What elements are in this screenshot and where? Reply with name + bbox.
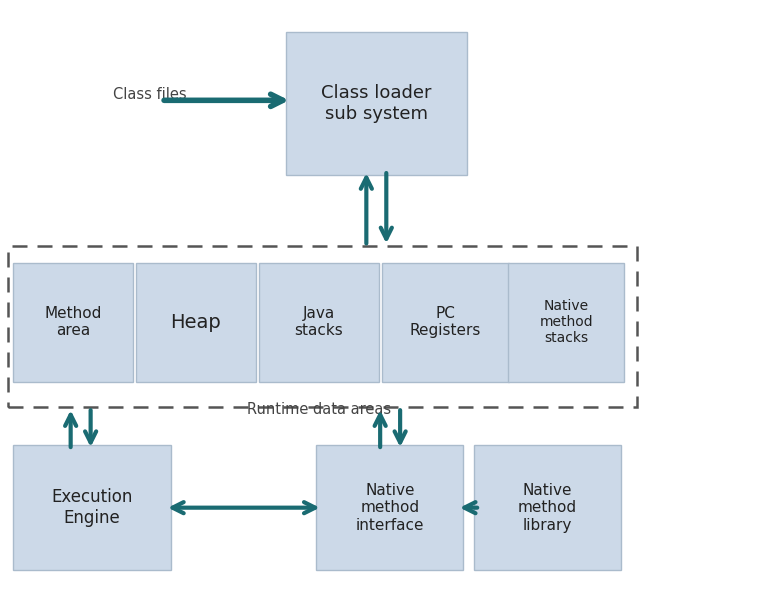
Text: Method
area: Method area <box>45 306 101 339</box>
FancyBboxPatch shape <box>474 445 621 570</box>
FancyBboxPatch shape <box>382 263 509 382</box>
FancyBboxPatch shape <box>13 445 171 570</box>
FancyBboxPatch shape <box>316 445 463 570</box>
FancyBboxPatch shape <box>286 32 467 175</box>
FancyBboxPatch shape <box>259 263 379 382</box>
Text: Java
stacks: Java stacks <box>294 306 343 339</box>
FancyBboxPatch shape <box>8 246 637 407</box>
Text: PC
Registers: PC Registers <box>410 306 481 339</box>
Text: Class loader
sub system: Class loader sub system <box>321 84 432 123</box>
Text: Class files: Class files <box>113 87 187 102</box>
Text: Runtime data areas: Runtime data areas <box>247 402 391 418</box>
FancyBboxPatch shape <box>13 263 133 382</box>
Text: Execution
Engine: Execution Engine <box>51 488 133 527</box>
Text: Native
method
stacks: Native method stacks <box>540 299 593 345</box>
Text: Native
method
library: Native method library <box>518 483 577 533</box>
Text: Heap: Heap <box>170 313 221 332</box>
Text: Native
method
interface: Native method interface <box>356 483 424 533</box>
FancyBboxPatch shape <box>508 263 624 382</box>
FancyBboxPatch shape <box>136 263 256 382</box>
